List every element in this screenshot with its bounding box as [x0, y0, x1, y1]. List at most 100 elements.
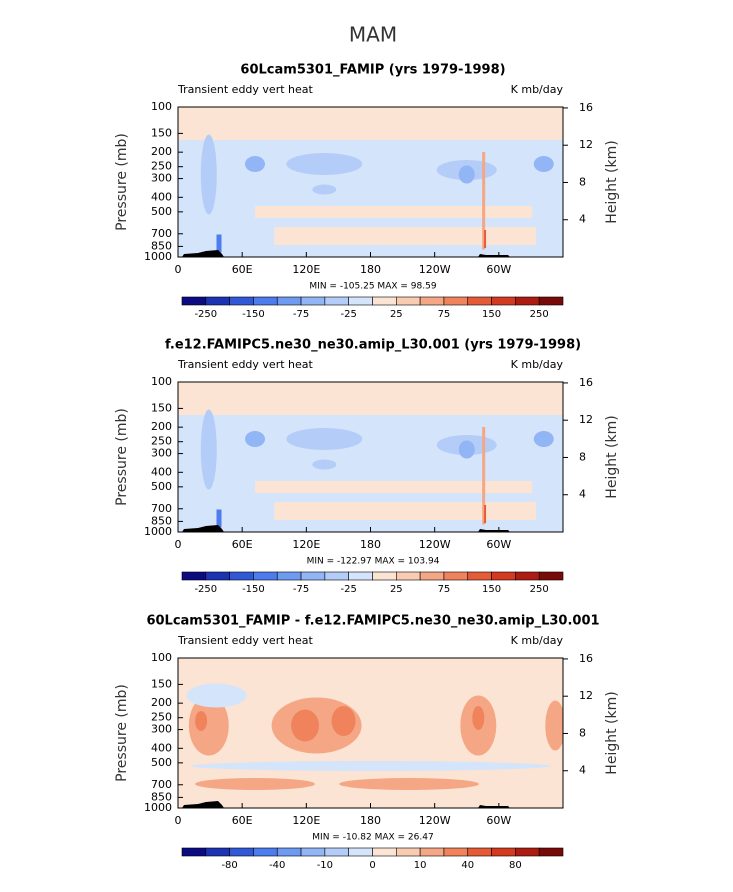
x-tick-label: 120W [419, 538, 451, 551]
y2-tick-label: 8 [579, 450, 586, 463]
y-tick-label: 1000 [144, 525, 172, 538]
contour-fill [200, 409, 217, 490]
y-tick-label: 850 [151, 790, 172, 803]
y-tick-label: 200 [151, 420, 172, 433]
y-tick-label: 300 [151, 447, 172, 460]
colorbar-box [396, 296, 421, 306]
colorbar-box [538, 296, 564, 306]
contour-fill [472, 706, 485, 730]
y-tick-label: 500 [151, 756, 172, 769]
colorbar-box [300, 847, 326, 857]
y-axis-title: Pressure (mb) [114, 684, 130, 782]
y-tick-label: 400 [151, 741, 172, 754]
colorbar-box [324, 847, 349, 857]
colorbar-label: 75 [438, 584, 451, 595]
colorbar-label: -150 [242, 309, 265, 320]
contour-field [178, 658, 563, 808]
colorbar-box [467, 571, 492, 581]
contour-fill [188, 695, 229, 756]
y2-tick-label: 8 [579, 175, 586, 188]
y-axis-title: Pressure (mb) [114, 408, 130, 506]
contour-fill [216, 234, 222, 253]
field-label: Transient eddy vert heat [177, 634, 314, 647]
y-tick-label: 300 [151, 723, 172, 736]
contour-fill [190, 761, 551, 771]
y-tick-label: 150 [151, 126, 172, 139]
y-tick-label: 300 [151, 172, 172, 185]
colorbar-box [443, 571, 469, 581]
contour-fill [533, 156, 554, 172]
y-tick-label: 500 [151, 480, 172, 493]
colorbar-label: 75 [438, 309, 451, 320]
units-label: K mb/day [511, 358, 564, 371]
colorbar-box [396, 571, 421, 581]
colorbar-box [229, 847, 254, 857]
colorbar-box [491, 571, 516, 581]
y-tick-label: 100 [151, 100, 172, 113]
colorbar-label: 80 [509, 860, 522, 871]
colorbar-box [229, 571, 254, 581]
colorbar-label: -250 [194, 584, 217, 595]
colorbar-box [276, 847, 302, 857]
contour-fills [178, 107, 563, 257]
contour-fill [200, 134, 217, 215]
colorbar-label: -75 [293, 309, 309, 320]
y-axis-title: Pressure (mb) [114, 133, 130, 231]
colorbar-box [491, 847, 516, 857]
x-tick-label: 60E [232, 538, 253, 551]
y-tick-label: 1000 [144, 250, 172, 263]
colorbar-box [372, 571, 397, 581]
x-tick-label: 60W [486, 814, 511, 827]
y2-tick-label: 12 [579, 413, 593, 426]
contour-fill [274, 227, 537, 245]
x-tick-label: 120E [292, 263, 320, 276]
colorbar-label: -10 [317, 860, 333, 871]
y2-tick-label: 12 [579, 138, 593, 151]
y2-tick-label: 12 [579, 689, 593, 702]
colorbar-label: 150 [482, 584, 501, 595]
y-tick-label: 400 [151, 190, 172, 203]
colorbar-box [515, 571, 540, 581]
contour-fill [331, 706, 356, 736]
y-tick-label: 250 [151, 711, 172, 724]
x-tick-label: 180 [360, 814, 381, 827]
colorbar-box [229, 296, 254, 306]
colorbar-box [205, 296, 230, 306]
colorbar-label: -80 [221, 860, 237, 871]
contour-fill [286, 428, 363, 450]
x-tick-label: 0 [175, 263, 182, 276]
contour-fill [339, 778, 479, 790]
page-title: MAM [349, 23, 397, 47]
y-tick-label: 150 [151, 401, 172, 414]
contour-fill [291, 709, 320, 742]
colorbar-label: -150 [242, 584, 265, 595]
colorbar-box [324, 296, 349, 306]
colorbar-box [443, 847, 469, 857]
contour-fill [458, 440, 475, 459]
colorbar-box [467, 847, 492, 857]
contour-fill [533, 431, 554, 447]
colorbar-box [276, 296, 302, 306]
contour-fill [484, 230, 487, 248]
x-tick-label: 120E [292, 538, 320, 551]
contour-fill [482, 152, 486, 250]
colorbar-box [372, 847, 397, 857]
x-tick-label: 120E [292, 814, 320, 827]
x-tick-label: 0 [175, 814, 182, 827]
field-label: Transient eddy vert heat [177, 358, 314, 371]
field-label: Transient eddy vert heat [177, 83, 314, 96]
y2-axis-title: Height (km) [604, 691, 620, 774]
contour-fill [482, 427, 486, 525]
colorbar-box [419, 571, 445, 581]
y-tick-label: 1000 [144, 801, 172, 814]
contour-fill [255, 206, 533, 218]
x-tick-label: 180 [360, 538, 381, 551]
colorbar-box [300, 571, 326, 581]
y2-tick-label: 4 [579, 488, 586, 501]
contour-fills [178, 658, 563, 808]
contour-fill [195, 711, 208, 731]
y2-axis-title: Height (km) [604, 415, 620, 498]
colorbar-label: 40 [461, 860, 474, 871]
units-label: K mb/day [511, 634, 564, 647]
x-tick-label: 180 [360, 263, 381, 276]
